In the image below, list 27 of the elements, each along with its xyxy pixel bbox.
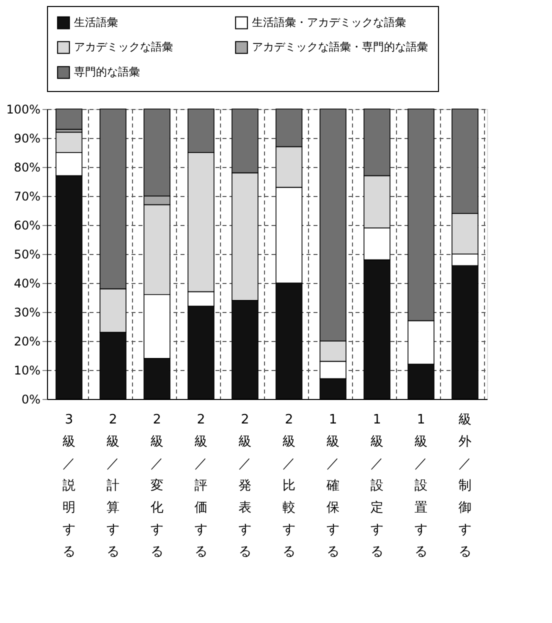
y-tick-label: 40% <box>14 276 40 290</box>
y-tick-label: 70% <box>14 190 40 204</box>
y-tick-label: 10% <box>14 364 40 378</box>
x-tick-label: 2級／変化する <box>150 412 164 560</box>
y-tick-label: 50% <box>14 248 40 262</box>
y-tick-label: 30% <box>14 306 40 320</box>
y-tick-label: 90% <box>14 132 40 146</box>
x-tick-label: 1級／確保する <box>326 412 340 560</box>
legend-label: 生活語彙 <box>74 16 118 29</box>
y-tick-label: 20% <box>14 334 40 348</box>
y-tick-label: 60% <box>14 218 40 232</box>
x-tick-label: 1級／設置する <box>414 412 428 560</box>
y-tick-label: 80% <box>14 160 40 174</box>
x-tick-label: 2級／評価する <box>194 412 208 560</box>
x-tick-label: 2級／比較する <box>282 412 296 560</box>
legend-label: 専門的な語彙 <box>74 66 140 78</box>
y-tick-label: 100% <box>6 102 40 116</box>
x-tick-label: 3級／説明する <box>62 412 76 560</box>
x-tick-label: 2級／計算する <box>106 412 120 560</box>
legend-label: アカデミックな語彙 <box>74 40 173 54</box>
x-tick-label: 2級／発表する <box>238 412 252 560</box>
x-tick-label: 1級／設定する <box>370 412 384 560</box>
x-tick-label: 級外／制御する <box>458 412 472 560</box>
y-tick-label: 0% <box>21 392 40 406</box>
legend-label: アカデミックな語彙・専門的な語彙 <box>252 40 428 54</box>
legend-label: 生活語彙・アカデミックな語彙 <box>252 16 406 29</box>
bar <box>56 108 82 130</box>
